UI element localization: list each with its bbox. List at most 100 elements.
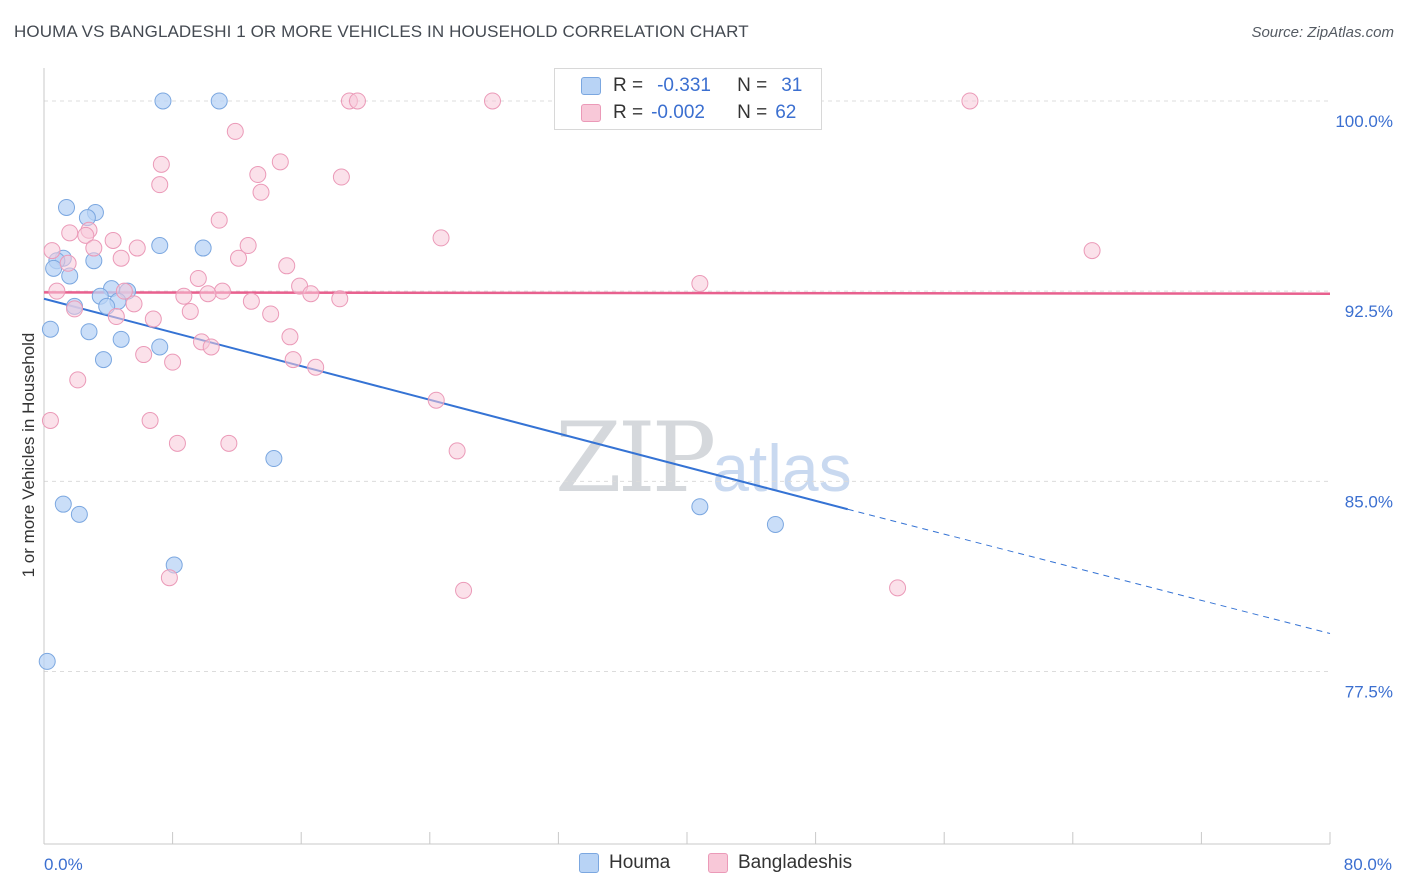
chart-title: HOUMA VS BANGLADESHI 1 OR MORE VEHICLES … — [14, 22, 749, 41]
bangladeshis-point — [307, 358, 325, 376]
bottom-legend-bangladeshis-label: Bangladeshis — [738, 852, 853, 873]
houma-point — [154, 92, 172, 110]
legend-n-value: 62 — [775, 102, 797, 123]
bangladeshis-point — [262, 305, 280, 323]
houma-point — [210, 92, 228, 110]
tick-labels: 100.0% 92.5% 85.0% 77.5% 0.0% 80.0% — [44, 112, 1393, 874]
y-tick-label: 77.5% — [1345, 683, 1393, 702]
bangladeshis-point — [210, 211, 228, 229]
bangladeshis-point — [483, 92, 501, 110]
bangladeshis-point — [164, 353, 182, 371]
houma-point — [38, 652, 56, 670]
houma-point — [41, 320, 59, 338]
legend-r-value: -0.331 — [657, 75, 711, 96]
legend-row-bangladeshis: R = -0.002 N = 62 — [581, 101, 796, 125]
bangladeshis-swatch — [708, 853, 728, 873]
bangladeshis-point — [249, 166, 267, 184]
bangladeshis-point — [889, 579, 907, 597]
bangladeshis-trend-line — [43, 291, 1331, 295]
bangladeshis-point — [432, 229, 450, 247]
bangladeshis-point — [220, 434, 238, 452]
houma-point — [45, 259, 63, 277]
houma-point — [54, 495, 72, 513]
legend-n-label: N = — [737, 75, 768, 96]
houma-point — [766, 515, 784, 533]
bangladeshis-point — [202, 338, 220, 356]
bangladeshis-point — [189, 269, 207, 287]
bangladeshis-point — [168, 434, 186, 452]
bangladeshis-point — [107, 308, 125, 326]
legend-r-label: R = — [613, 102, 644, 123]
bangladeshis-point — [160, 569, 178, 587]
bangladeshis-point — [199, 285, 217, 303]
bangladeshis-point — [181, 302, 199, 320]
bangladeshis-point — [278, 257, 296, 275]
bangladeshis-point — [348, 92, 366, 110]
bangladeshis-point — [691, 275, 709, 293]
legend-row-houma: R = -0.331 N = 31 — [581, 74, 802, 98]
bangladeshis-point — [59, 254, 77, 272]
bangladeshis-point — [448, 442, 466, 460]
bangladeshis-point — [135, 346, 153, 364]
bangladeshis-point — [271, 153, 289, 171]
stats-legend: R = -0.331 N = 31 R = -0.002 N = 62 — [554, 68, 822, 130]
x-tick-label: 80.0% — [1344, 855, 1392, 874]
bangladeshis-point — [252, 183, 270, 201]
bangladeshis-point — [302, 285, 320, 303]
bangladeshis-point — [239, 237, 257, 255]
houma-swatch — [579, 853, 599, 873]
bangladeshis-point — [332, 168, 350, 186]
bangladeshis-point — [213, 282, 231, 300]
houma-trend-extension — [847, 508, 1331, 635]
trend-layer — [43, 291, 1331, 635]
bangladeshis-point — [85, 239, 103, 257]
houma-swatch — [581, 77, 601, 95]
y-tick-label: 92.5% — [1345, 302, 1393, 321]
bangladeshis-points — [41, 92, 1101, 599]
houma-point — [194, 239, 212, 257]
bangladeshis-point — [152, 155, 170, 173]
axis-layer — [43, 68, 1331, 845]
chart-source: Source: ZipAtlas.com — [1251, 24, 1394, 41]
x-tick-label: 0.0% — [44, 855, 83, 874]
legend-r-value: -0.002 — [651, 102, 705, 123]
bangladeshis-point — [48, 282, 66, 300]
bangladeshis-point — [455, 581, 473, 599]
bangladeshis-point — [41, 411, 59, 429]
bangladeshis-point — [230, 249, 248, 267]
houma-point — [151, 237, 169, 255]
y-tick-label: 100.0% — [1335, 112, 1393, 131]
legend-r-label: R = — [613, 75, 644, 96]
bangladeshis-point — [151, 176, 169, 194]
bangladeshis-point — [331, 290, 349, 308]
bangladeshis-point — [144, 310, 162, 328]
bangladeshis-point — [961, 92, 979, 110]
bangladeshis-point — [77, 226, 95, 244]
y-tick-label: 85.0% — [1345, 492, 1393, 511]
bangladeshis-point — [43, 242, 61, 260]
bangladeshis-point — [112, 249, 130, 267]
grid-layer — [44, 100, 1330, 673]
houma-point — [265, 450, 283, 468]
y-axis-label: 1 or more Vehicles in Household — [19, 332, 38, 578]
bangladeshis-point — [61, 224, 79, 242]
houma-points — [38, 92, 784, 670]
houma-point — [70, 505, 88, 523]
bangladeshis-point — [427, 391, 445, 409]
houma-point — [58, 198, 76, 216]
bangladeshis-swatch — [581, 104, 601, 122]
bangladeshis-point — [66, 300, 84, 318]
legend-n-value: 31 — [781, 75, 803, 96]
houma-point — [691, 498, 709, 516]
bangladeshis-point — [175, 287, 193, 305]
bangladeshis-point — [141, 411, 159, 429]
bottom-legend-bangladeshis[interactable]: Bangladeshis — [708, 852, 852, 874]
bangladeshis-point — [1083, 242, 1101, 260]
bottom-legend-houma[interactable]: Houma — [579, 852, 670, 874]
bangladeshis-point — [104, 231, 122, 249]
houma-trend-line — [43, 297, 849, 511]
bangladeshis-point — [69, 371, 87, 389]
houma-point — [94, 351, 112, 369]
bangladeshis-point — [125, 295, 143, 313]
